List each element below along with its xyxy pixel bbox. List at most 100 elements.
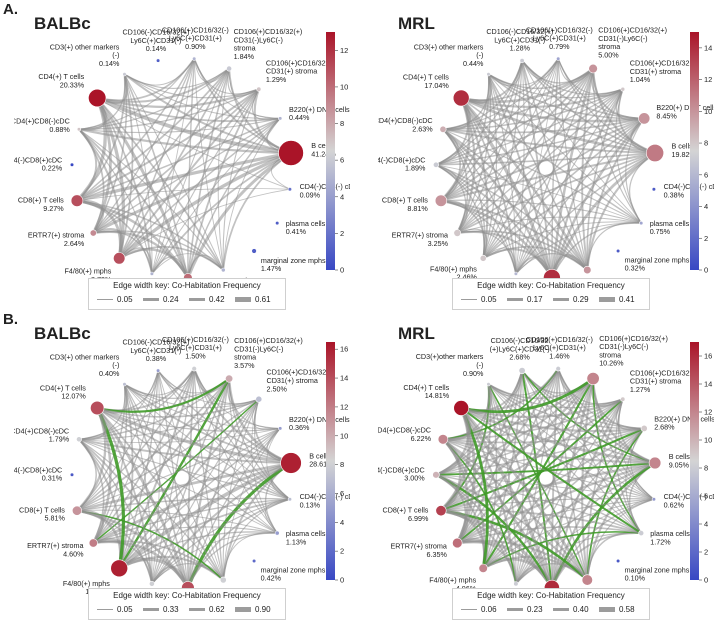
node-circle: [88, 538, 98, 548]
network-edge: [460, 398, 624, 419]
network-edge: [124, 73, 281, 120]
colorbar-tick-label: 16: [340, 345, 348, 354]
node-label: CD106(-)CD16/32 (+)Ly6C(+)CD31(-) 2.68%: [490, 336, 550, 362]
colorbar-tick-label: 2: [704, 234, 708, 243]
node-circle: [478, 563, 488, 573]
network-edge: [459, 406, 554, 589]
node-circle: [219, 576, 227, 584]
colorbar-tick-label: 14: [704, 380, 712, 389]
network-edge: [228, 378, 278, 534]
colorbar: [690, 342, 699, 580]
legend-item: 0.17: [507, 295, 543, 304]
edge-width-legend: Edge width key: Co-Habitation Frequency 0…: [452, 278, 650, 310]
legend-value: 0.05: [481, 295, 497, 304]
network-node: CD106(-)CD16/32 (+)Ly6C(+)CD31(-) 2.68%: [490, 336, 550, 375]
network-edge: [78, 438, 189, 589]
legend-title: Edge width key: Co-Habitation Frequency: [113, 591, 261, 600]
network-edge: [488, 383, 656, 464]
network-edge: [118, 498, 291, 570]
node-circle: [616, 558, 621, 564]
network-edge: [442, 438, 554, 589]
colorbar-tick-label: 4: [340, 192, 344, 201]
network-edge: [118, 188, 290, 259]
network-edge: [435, 473, 588, 581]
node-circle: [581, 574, 593, 586]
node-circle: [432, 471, 440, 479]
node-label: CD8(+) T cells 5.81%: [19, 505, 65, 522]
node-label: CD4(+) T cells 12.07%: [40, 383, 86, 400]
network-edge: [488, 383, 645, 430]
legend-title: Edge width key: Co-Habitation Frequency: [477, 591, 625, 600]
network-edge: [96, 97, 225, 271]
network-edge: [97, 67, 230, 103]
network-node: CD106(+)CD16/32(+) CD31(+) stroma 1.29%: [256, 58, 335, 92]
node-circle: [432, 161, 439, 168]
network-edge: [488, 73, 656, 154]
legend-title: Edge width key: Co-Habitation Frequency: [113, 281, 261, 290]
node-circle: [435, 505, 447, 517]
node-circle: [122, 382, 127, 387]
network-node: CD4(+) T cells 20.33%: [38, 72, 107, 108]
node-circle: [453, 400, 469, 416]
network-node: CD8(+) T cells 5.81%: [19, 505, 82, 523]
network-edge: [76, 509, 278, 534]
network-graph: CD3(+)other markers (-) 0.90%CD106(-)CD16/…: [378, 334, 714, 610]
network-edge: [456, 60, 523, 234]
network-edge: [460, 407, 517, 584]
network-edge: [76, 407, 107, 512]
colorbar-tick-label: 6: [704, 492, 708, 501]
node-circle: [518, 367, 526, 375]
network-edge: [193, 58, 224, 271]
node-label: CD106(+)CD16/32(+) CD31(-)Ly6C(-) stroma 5.…: [598, 26, 667, 60]
network-node: CD106(+)CD16/32(+) CD31(+) stroma 2.50%: [255, 368, 336, 403]
network-edge: [435, 407, 470, 476]
node-label: plasma cells 0.75%: [650, 219, 690, 236]
network-edge: [581, 378, 595, 581]
network-edge: [482, 74, 498, 259]
node-label: plasma cells 1.13%: [286, 529, 326, 546]
network-title: BALBc: [34, 324, 91, 343]
legend-value: 0.05: [117, 605, 133, 614]
network-node: CD4(+)CD8(-)cDC 2.63%: [378, 116, 447, 134]
network-edge: [96, 407, 190, 589]
network-node: CD8(+) T cells 9.27%: [18, 194, 84, 213]
network-edge: [460, 67, 594, 104]
network-edge: [442, 128, 553, 279]
node-label: marginal zone mphs 0.32%: [625, 255, 690, 272]
node-circle: [583, 265, 592, 275]
network-edge: [76, 58, 195, 202]
edge-width-legend: Edge width key: Co-Habitation Frequency 0…: [88, 588, 286, 620]
node-label: B cells 19.82%: [672, 142, 697, 159]
network-edge: [442, 128, 642, 224]
network-node: ERTR7(+) stroma 2.64%: [28, 229, 97, 248]
node-circle: [556, 56, 561, 61]
node-circle: [486, 72, 491, 77]
colorbar-tick-label: 0: [340, 266, 344, 275]
network-node: CD3(+) other markers (-) 0.14%: [50, 42, 127, 77]
network-node: CD106(+)CD16/32(+) CD31(-)Ly6C(-) stroma 1.…: [226, 27, 302, 72]
legend-line-sample: [553, 607, 569, 612]
network-edge: [460, 406, 645, 433]
legend-item: 0.40: [553, 605, 589, 614]
edges-layer: [76, 368, 292, 589]
network-edge: [482, 498, 654, 569]
node-label: marginal zone mphs 0.10%: [625, 565, 690, 582]
node-circle: [651, 187, 657, 192]
network-edge: [440, 368, 560, 512]
network-node: CD3(+)other markers (-) 0.90%: [416, 352, 491, 387]
network-edge: [460, 406, 656, 465]
legend-value: 0.61: [255, 295, 271, 304]
legend-line-sample: [97, 299, 113, 300]
panel-a: A. BALBc CD3(+) other markers (-) 0.14% CD10…: [3, 1, 714, 310]
node-label: CD106(+)CD16/32(+) CD31(+) stroma 2.50%: [267, 368, 336, 394]
legend-item: 0.61: [235, 295, 271, 304]
network-edge: [193, 368, 278, 534]
colorbar: [326, 32, 335, 270]
legend-value: 0.42: [209, 295, 225, 304]
node-circle: [434, 194, 448, 207]
network-node: CD106(+)CD16/32(+) CD31(+) stroma 1.27%: [620, 368, 699, 402]
network-node: B220(+) DN T cells 0.44%: [278, 105, 350, 122]
node-circle: [88, 88, 107, 108]
